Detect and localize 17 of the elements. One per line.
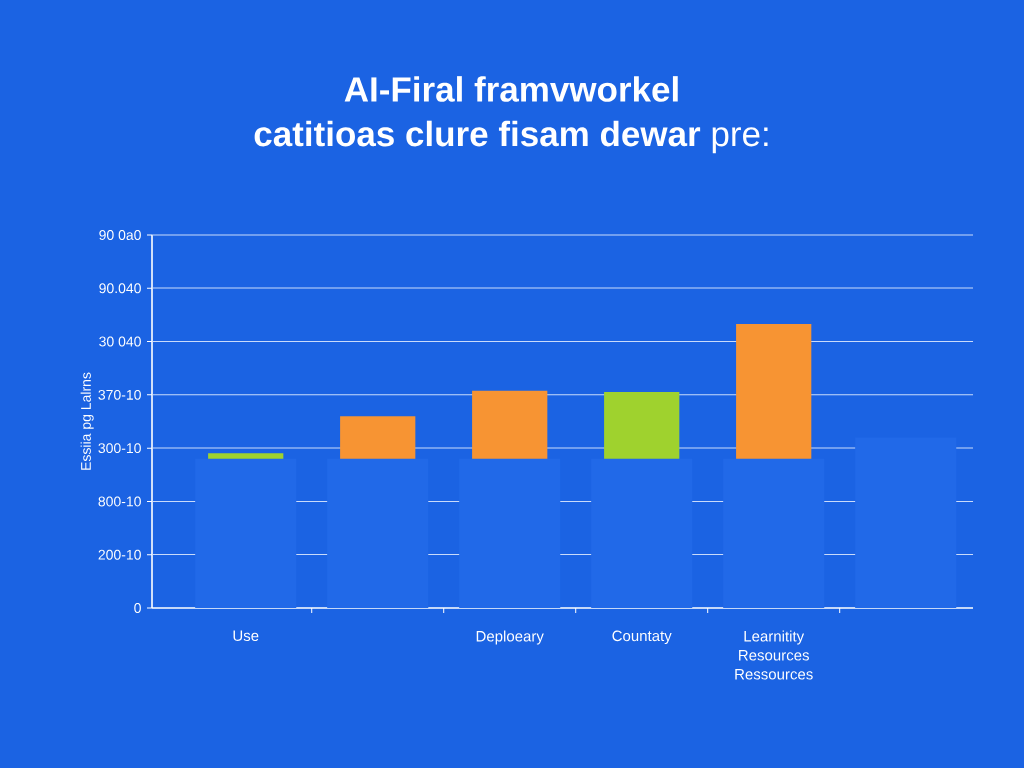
chart-subtitle: catitioas clure fisam dewar pre: xyxy=(254,120,768,154)
category-label: 300-10 xyxy=(98,443,141,454)
category-label: 800-10 xyxy=(98,496,141,507)
x-tick-label: Deploeary xyxy=(476,630,544,645)
category-label: 0 xyxy=(134,603,141,613)
category-label: 90 0a0 xyxy=(99,230,141,240)
category-label: 370-10 xyxy=(98,389,141,400)
x-tick-label: Use xyxy=(233,630,259,641)
chart-title: AI-Firal framvworkel xyxy=(344,76,678,102)
x-tick-label: Learnitity Resources Ressources xyxy=(735,630,813,680)
y-axis-title: Essiia pg Lalrns xyxy=(80,372,94,470)
category-label: 200-10 xyxy=(98,549,141,560)
x-tick-label: Countaty xyxy=(612,630,672,645)
category-label: 30 040 xyxy=(99,336,141,347)
category-label: 90.040 xyxy=(99,283,141,294)
bar xyxy=(208,453,284,459)
bar xyxy=(340,416,416,459)
